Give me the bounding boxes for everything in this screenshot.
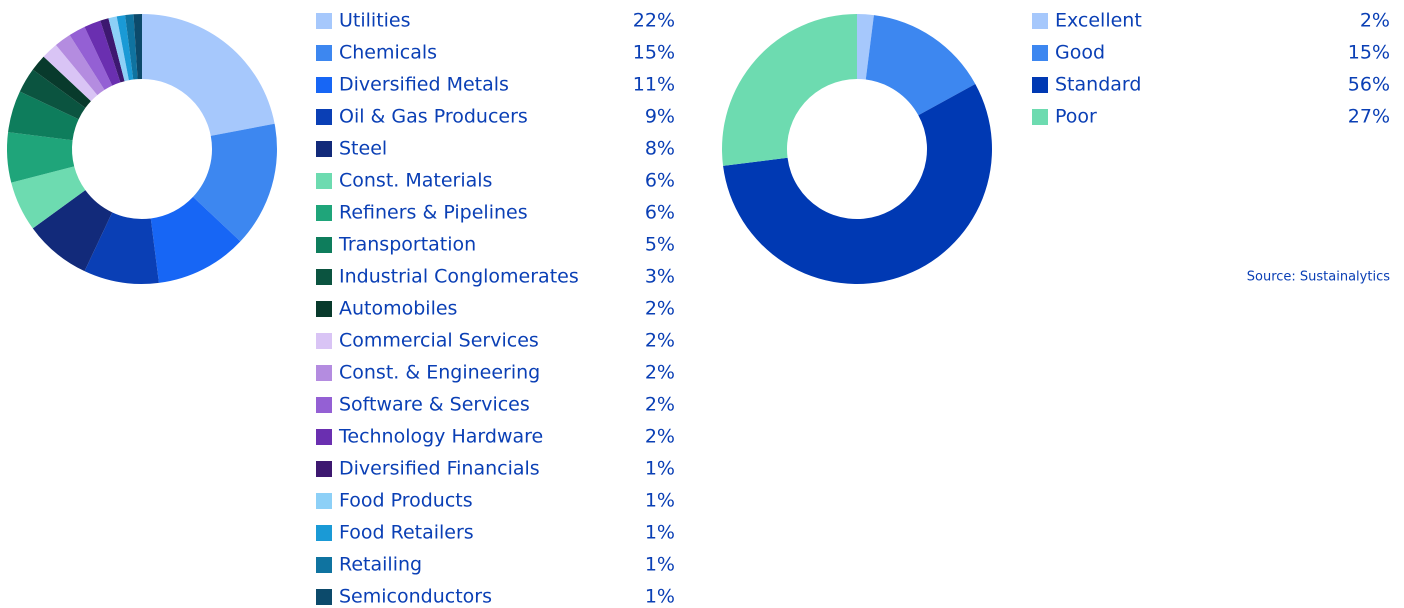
legend-swatch	[316, 109, 332, 125]
donut-slice	[7, 132, 75, 183]
donut-slice	[116, 15, 134, 81]
legend-swatch	[316, 365, 332, 381]
donut-slice	[43, 44, 98, 102]
donut-slice	[193, 123, 277, 242]
donut-slice	[84, 20, 121, 86]
legend-value: 56%	[1348, 74, 1390, 96]
legend-swatch	[316, 301, 332, 317]
legend-swatch	[316, 205, 332, 221]
legend-value: 2%	[645, 298, 675, 320]
legend-value: 15%	[633, 42, 675, 64]
legend-label: Refiners & Pipelines	[339, 202, 528, 224]
donut-slice	[69, 26, 113, 90]
legend-value: 11%	[633, 74, 675, 96]
legend-value: 27%	[1348, 106, 1390, 128]
legend-swatch	[316, 173, 332, 189]
legend-swatch	[316, 461, 332, 477]
legend-value: 6%	[645, 170, 675, 192]
legend-value: 1%	[645, 490, 675, 512]
donut-slice	[32, 56, 91, 108]
donut-slice	[857, 14, 874, 80]
donut-slice	[125, 14, 138, 80]
legend-swatch	[316, 397, 332, 413]
donut-slice	[84, 212, 159, 284]
legend-label: Excellent	[1055, 10, 1142, 32]
legend-label: Diversified Metals	[339, 74, 509, 96]
donut-slice	[100, 18, 125, 83]
legend-value: 6%	[645, 202, 675, 224]
legend-value: 22%	[633, 10, 675, 32]
legend-value: 2%	[1360, 10, 1390, 32]
legend-swatch	[1032, 13, 1048, 29]
donut-slice	[8, 91, 79, 141]
legend-label: Industrial Conglomerates	[339, 266, 579, 288]
legend-value: 15%	[1348, 42, 1390, 64]
donut-slice	[865, 15, 976, 116]
legend-swatch	[316, 141, 332, 157]
legend-swatch	[316, 269, 332, 285]
legend-value: 1%	[645, 458, 675, 480]
donut-slice	[108, 16, 129, 82]
donut-slice	[11, 166, 86, 229]
legend-swatch	[316, 589, 332, 605]
legend-label: Good	[1055, 42, 1105, 64]
donut-slice	[55, 35, 105, 96]
legend-value: 2%	[645, 394, 675, 416]
legend-value: 2%	[645, 426, 675, 448]
legend-value: 5%	[645, 234, 675, 256]
legend-label: Food Products	[339, 490, 473, 512]
legend-swatch	[316, 525, 332, 541]
legend-label: Steel	[339, 138, 387, 160]
donut-slice	[142, 14, 275, 136]
legend-label: Transportation	[338, 234, 476, 256]
legend-label: Commercial Services	[339, 330, 539, 352]
legend-label: Software & Services	[339, 394, 530, 416]
legend-value: 1%	[645, 522, 675, 544]
legend-label: Oil & Gas Producers	[339, 106, 528, 128]
legend-label: Technology Hardware	[338, 426, 543, 448]
legend-swatch	[316, 77, 332, 93]
legend-label: Const. Materials	[339, 170, 492, 192]
legend-value: 8%	[645, 138, 675, 160]
donut-slice	[723, 83, 993, 285]
legend-value: 3%	[645, 266, 675, 288]
source-note: Source: Sustainalytics	[1247, 270, 1390, 285]
donut-slice	[150, 196, 241, 283]
legend-label: Chemicals	[339, 42, 437, 64]
donut-slice	[32, 190, 113, 272]
legend-swatch	[1032, 77, 1048, 93]
legend-value: 1%	[645, 554, 675, 576]
donut-slice	[133, 14, 142, 80]
legend-label: Retailing	[339, 554, 422, 576]
legend-swatch	[316, 333, 332, 349]
legend-value: 2%	[645, 330, 675, 352]
legend-swatch	[316, 13, 332, 29]
legend-label: Semiconductors	[339, 586, 492, 608]
legend-label: Utilities	[339, 10, 411, 32]
legend-swatch	[1032, 109, 1048, 125]
legend-value: 2%	[645, 362, 675, 384]
donut-slice	[19, 69, 86, 120]
legend-value: 9%	[645, 106, 675, 128]
legend-swatch	[316, 429, 332, 445]
legend-label: Const. & Engineering	[339, 362, 540, 384]
legend-swatch	[316, 237, 332, 253]
legend-label: Standard	[1055, 74, 1141, 96]
legend-label: Poor	[1055, 106, 1097, 128]
legend-value: 1%	[645, 586, 675, 608]
legend-label: Diversified Financials	[339, 458, 540, 480]
legend-swatch	[1032, 45, 1048, 61]
legend-swatch	[316, 45, 332, 61]
donut-slice	[722, 14, 857, 166]
legend-swatch	[316, 557, 332, 573]
legend-label: Food Retailers	[339, 522, 474, 544]
legend-swatch	[316, 493, 332, 509]
legend-label: Automobiles	[339, 298, 457, 320]
